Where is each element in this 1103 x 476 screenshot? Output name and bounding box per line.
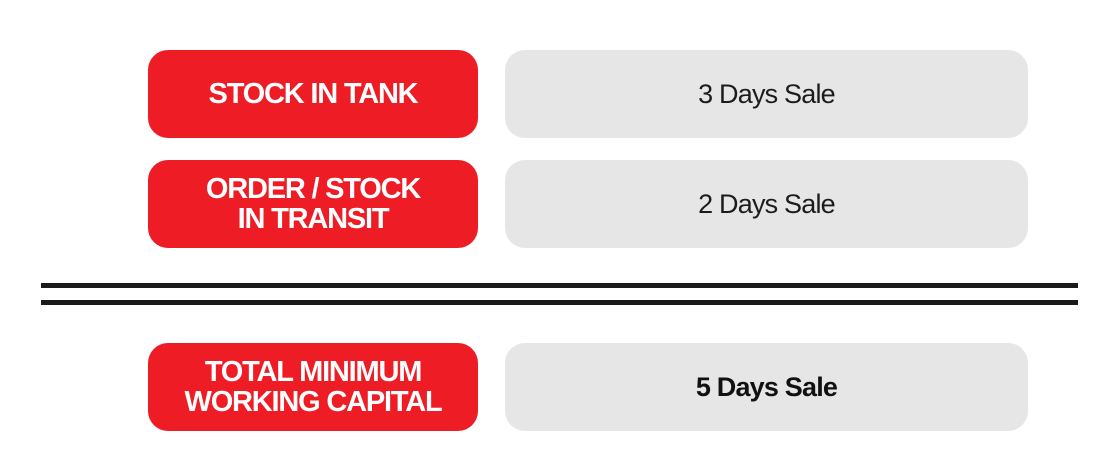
stock-in-tank-label-text: STOCK IN TANK xyxy=(208,78,419,110)
order-stock-in-transit-label-text: ORDER / STOCK IN TRANSIT xyxy=(205,173,421,235)
order-stock-in-transit-label: ORDER / STOCK IN TRANSIT xyxy=(148,160,478,248)
stock-in-tank-label: STOCK IN TANK xyxy=(148,50,478,138)
order-stock-in-transit-value: 2 Days Sale xyxy=(505,160,1028,248)
total-minimum-working-capital-value: 5 Days Sale xyxy=(505,343,1028,431)
double-line-bottom xyxy=(41,300,1078,305)
total-minimum-working-capital-value-text: 5 Days Sale xyxy=(695,371,838,402)
double-line-top xyxy=(41,283,1078,288)
order-stock-in-transit-value-text: 2 Days Sale xyxy=(698,188,836,219)
stock-in-tank-value-text: 3 Days Sale xyxy=(698,78,836,109)
total-minimum-working-capital-label: TOTAL MINIMUM WORKING CAPITAL xyxy=(148,343,478,431)
stock-in-tank-value: 3 Days Sale xyxy=(505,50,1028,138)
total-minimum-working-capital-label-text: TOTAL MINIMUM WORKING CAPITAL xyxy=(184,356,443,418)
